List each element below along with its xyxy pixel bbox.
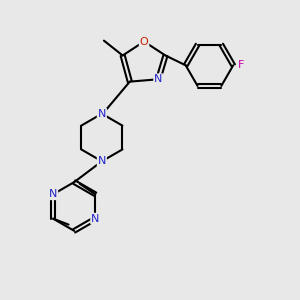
Text: N: N xyxy=(154,74,163,84)
Text: N: N xyxy=(49,189,57,199)
Text: N: N xyxy=(98,109,106,119)
Text: N: N xyxy=(91,214,100,224)
Text: N: N xyxy=(98,156,106,166)
Text: F: F xyxy=(238,60,245,70)
Text: O: O xyxy=(140,37,148,46)
